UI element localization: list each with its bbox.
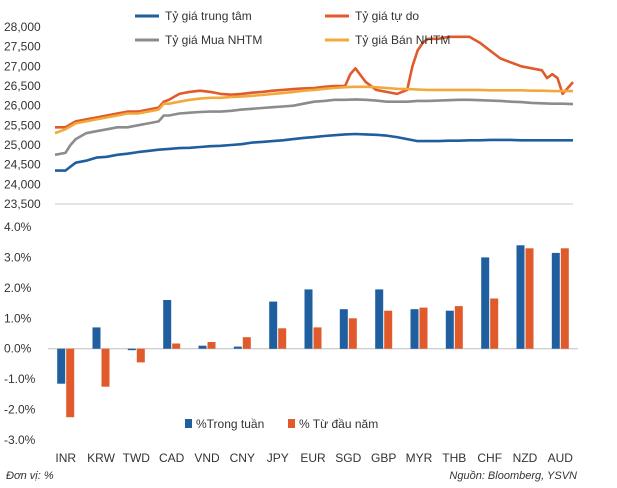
bar-legend-label: % Từ đầu năm [299, 417, 378, 431]
bar-y-tick-label: -2.0% [4, 403, 36, 417]
bar-cad-series-1 [163, 300, 172, 349]
line-series-3 [54, 98, 574, 157]
line-y-tick-label: 23,500 [4, 197, 41, 211]
bar-x-tick-label: EUR [300, 451, 326, 465]
line-y-tick-label: 27,000 [4, 59, 41, 73]
bar-x-tick-label: VND [194, 451, 220, 465]
bar-krw-series-1 [92, 327, 101, 349]
bar-nzd-series-1 [516, 245, 525, 349]
bar-y-tick-label: 2.0% [4, 281, 32, 295]
bar-x-tick-label: TWD [123, 451, 151, 465]
bar-aud-series-2 [560, 248, 569, 349]
bar-eur-series-1 [304, 289, 313, 349]
line-series-1 [55, 132, 573, 172]
bar-sgd-series-2 [348, 318, 357, 349]
line-y-tick-label: 27,500 [4, 40, 41, 54]
bar-x-tick-label: AUD [548, 451, 574, 465]
bar-legend-swatch [185, 419, 192, 428]
bar-vnd-series-1 [198, 345, 207, 349]
line-legend-label: Tỷ giá trung tâm [165, 9, 252, 23]
bar-x-tick-label: INR [55, 451, 76, 465]
bar-jpy-series-1 [269, 301, 278, 349]
line-y-tick-label: 26,000 [4, 99, 41, 113]
line-y-tick-label: 28,000 [4, 20, 41, 34]
source-note: Nguồn: Bloomberg, YSVN [449, 470, 577, 482]
line-series-4 [54, 85, 573, 135]
bar-cny-series-2 [242, 337, 251, 349]
bar-y-tick-label: 4.0% [4, 220, 32, 234]
bar-krw-series-2 [101, 348, 110, 387]
bar-y-tick-label: -3.0% [4, 433, 36, 447]
bar-myr-series-2 [419, 307, 428, 349]
bar-legend-label: %Trong tuần [196, 417, 264, 431]
bar-jpy-series-2 [278, 328, 287, 349]
line-chart: 28,000 27,500 27,000 26,500 26,000 25,500 25,0… [4, 9, 574, 211]
bar-chf-series-2 [490, 298, 499, 349]
bar-chf-series-1 [481, 257, 490, 349]
line-y-tick-label: 25,000 [4, 138, 41, 152]
bar-chart: 4.0% 3.0% 2.0% 1.0% 0.0% -1.0% -2.0% -3.0% INR KR… [4, 220, 578, 465]
bar-inr-series-1 [57, 348, 66, 384]
bar-x-tick-label: CAD [159, 451, 185, 465]
bar-thb-series-2 [454, 306, 463, 349]
bar-x-tick-label: MYR [406, 451, 433, 465]
bar-y-tick-label: 3.0% [4, 250, 32, 264]
line-y-tick-label: 24,500 [4, 158, 41, 172]
bar-y-tick-label: -1.0% [4, 372, 36, 386]
line-legend-label: Tỷ giá Mua NHTM [165, 33, 262, 47]
bar-x-tick-label: GBP [371, 451, 396, 465]
bar-x-tick-label: SGD [335, 451, 361, 465]
bar-thb-series-1 [445, 310, 454, 349]
line-y-tick-label: 24,000 [4, 177, 41, 191]
bar-myr-series-1 [410, 309, 419, 349]
bar-x-tick-label: THB [442, 451, 466, 465]
bar-twd-series-2 [136, 348, 145, 363]
bar-x-tick-label: KRW [87, 451, 115, 465]
line-legend-label: Tỷ giá Bán NHTM [355, 33, 450, 47]
bar-sgd-series-1 [339, 309, 348, 349]
line-y-tick-label: 25,500 [4, 118, 41, 132]
bar-nzd-series-2 [525, 248, 534, 349]
bar-aud-series-1 [551, 252, 560, 349]
line-series-2 [55, 35, 574, 129]
line-legend-label: Tỷ giá tự do [355, 9, 419, 23]
bar-legend-swatch [288, 419, 295, 428]
bar-cad-series-2 [172, 343, 181, 349]
bar-x-tick-label: CHF [477, 451, 502, 465]
bar-y-tick-label: 1.0% [4, 311, 32, 325]
bar-twd-series-1 [127, 348, 136, 351]
bar-vnd-series-2 [207, 342, 216, 349]
line-y-tick-label: 26,500 [4, 79, 41, 93]
unit-note: Đơn vị: % [6, 470, 54, 482]
bar-x-tick-label: CNY [230, 451, 255, 465]
bar-inr-series-2 [66, 348, 75, 418]
bar-y-tick-label: 0.0% [4, 342, 32, 356]
bar-gbp-series-1 [375, 289, 384, 349]
bar-gbp-series-2 [384, 310, 393, 349]
bar-eur-series-2 [313, 327, 322, 349]
bar-x-tick-label: NZD [513, 451, 538, 465]
bar-cny-series-1 [233, 346, 242, 349]
bar-x-tick-label: JPY [267, 451, 289, 465]
